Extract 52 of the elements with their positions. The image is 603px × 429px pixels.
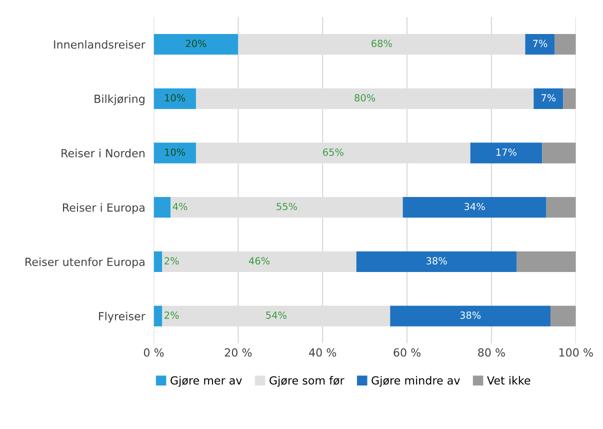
data-label: 55% (276, 202, 297, 210)
bar (525, 34, 555, 55)
x-tick-label: 60 % (394, 348, 421, 357)
x-tick-label: 80 % (478, 348, 505, 357)
legend-label: Gjøre som før (270, 376, 344, 387)
y-tick-label: Flyreiser (99, 312, 146, 323)
x-tick-label: 40 % (309, 348, 336, 357)
data-label: 34% (464, 202, 485, 210)
bar (390, 306, 551, 326)
data-label: 38% (460, 311, 481, 319)
x-tick-label: 20 % (224, 348, 252, 357)
x-tick-label: 100 % (559, 348, 593, 357)
bar (550, 306, 576, 326)
bar (470, 142, 542, 164)
data-label: 80% (354, 94, 376, 102)
y-tick-label: Reiser i Norden (62, 148, 144, 158)
data-label: 7% (542, 94, 556, 102)
y-tick-label: Reiser utenfor Europa (26, 257, 144, 268)
data-label: 68% (372, 40, 392, 48)
bar (154, 34, 238, 55)
bar (154, 306, 162, 326)
bar (154, 142, 196, 164)
bar (356, 251, 517, 272)
y-tick-label: Innenlandsreiser (54, 40, 146, 49)
y-tick-label: Bilkjøring (94, 94, 144, 106)
data-label: 2% (164, 257, 179, 265)
x-tick-label: 0 % (144, 348, 164, 357)
bar (563, 88, 576, 109)
data-label: 38% (426, 257, 447, 265)
bar (546, 197, 576, 218)
data-label: 54% (266, 311, 286, 319)
data-label: 20% (186, 40, 206, 48)
data-label: 10% (165, 148, 186, 156)
bar (542, 142, 576, 164)
data-label: 17% (496, 148, 516, 156)
data-label: 2% (164, 311, 179, 319)
bar (554, 34, 576, 55)
legend-label: Vet ikke (487, 376, 530, 385)
bar (154, 197, 171, 218)
bar (534, 88, 564, 109)
data-label: 4% (172, 202, 188, 210)
bar (154, 88, 196, 109)
bar (516, 251, 576, 272)
legend-label: Gjøre mindre av (372, 376, 460, 387)
data-label: 7% (533, 40, 548, 48)
data-label: 46% (248, 257, 270, 265)
data-label: 10% (165, 94, 186, 102)
bar (402, 197, 546, 218)
data-label: 65% (323, 148, 344, 156)
bar (154, 251, 162, 272)
legend-label: Gjøre mer av (170, 376, 242, 387)
y-tick-label: Reiser i Europa (62, 203, 144, 214)
